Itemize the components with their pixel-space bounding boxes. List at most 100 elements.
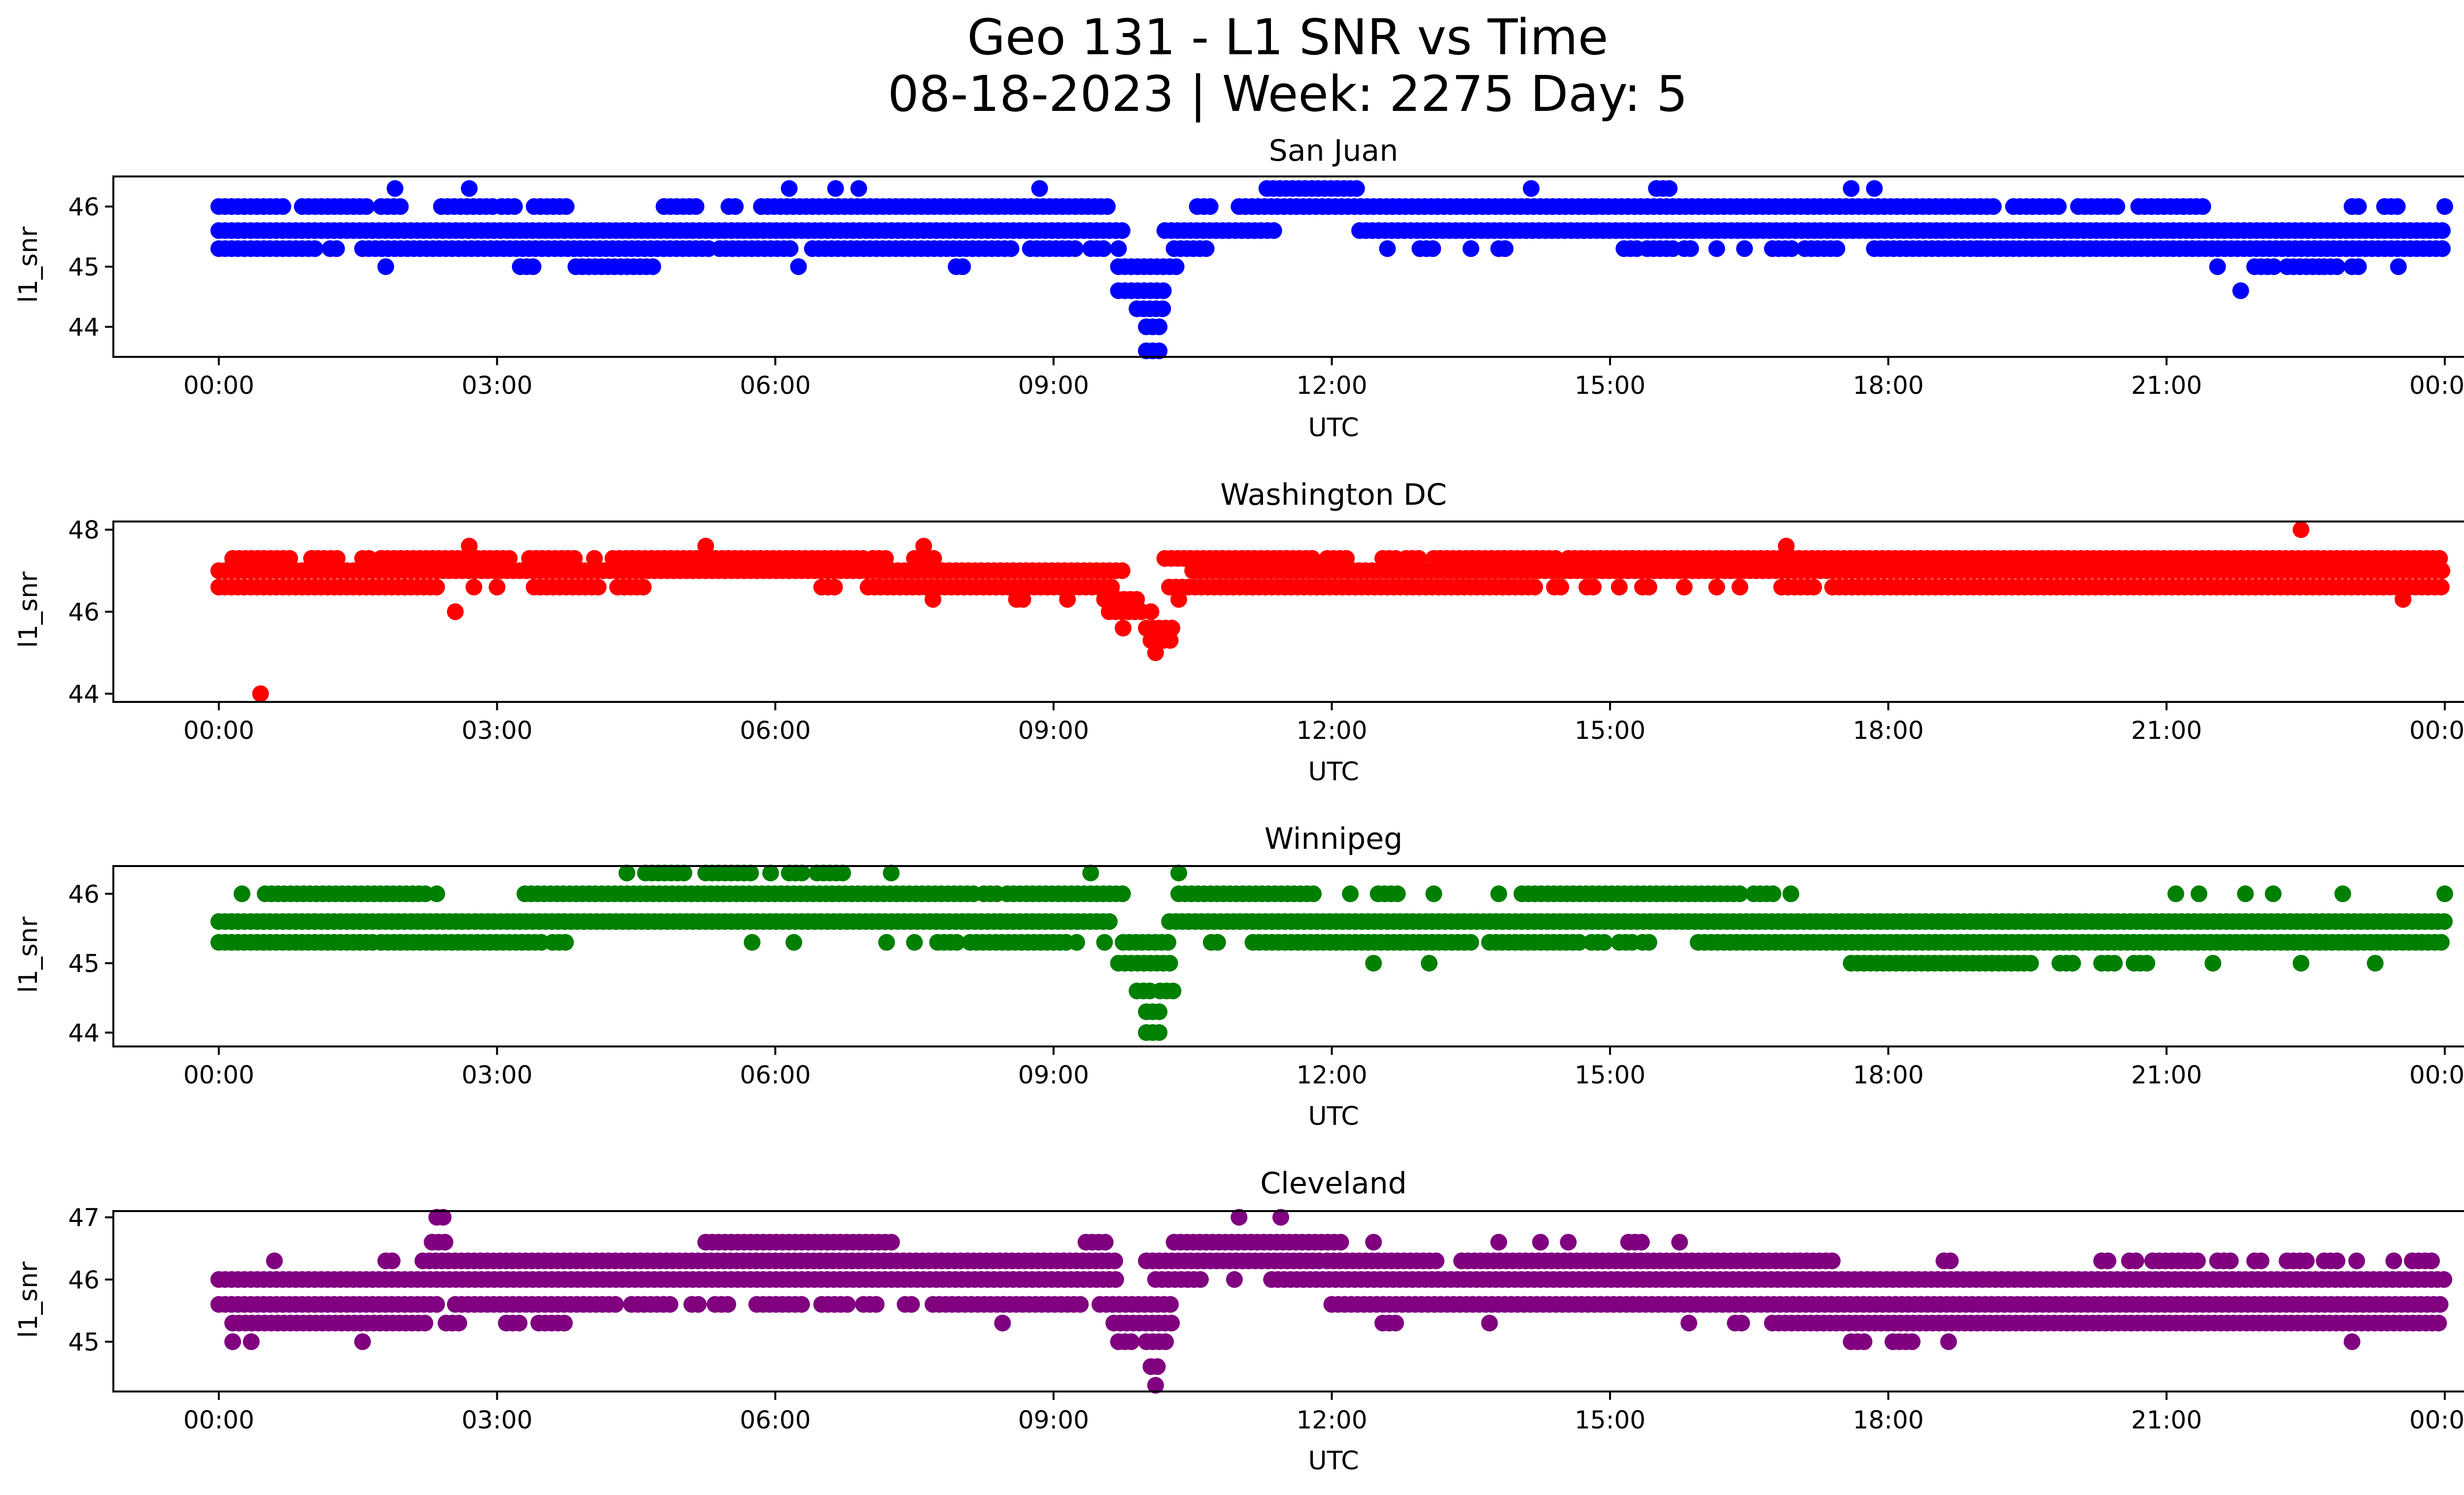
- data-point: [2204, 955, 2222, 972]
- x-tick-label: 00:00: [183, 716, 254, 745]
- scatter-points: [210, 865, 2453, 1041]
- data-point: [1424, 240, 1441, 257]
- data-point: [1490, 885, 1507, 903]
- data-point: [2350, 198, 2367, 215]
- y-tick-label: 45: [68, 253, 100, 281]
- data-point: [1425, 885, 1442, 903]
- data-point: [1523, 180, 1540, 197]
- data-point: [1481, 1315, 1498, 1332]
- data-point: [1066, 240, 1084, 257]
- data-point: [954, 258, 971, 275]
- data-point: [1163, 1315, 1180, 1332]
- x-tick-label: 15:00: [1574, 1406, 1645, 1434]
- data-point: [2395, 591, 2412, 608]
- data-point: [1571, 934, 1588, 951]
- x-tick-label: 03:00: [462, 1061, 533, 1089]
- data-point: [2022, 955, 2039, 972]
- data-point: [416, 1315, 434, 1332]
- data-point: [589, 579, 607, 596]
- data-point: [790, 258, 807, 275]
- y-tick-label: 46: [68, 1266, 100, 1294]
- data-point: [1209, 934, 1226, 951]
- data-point: [1114, 222, 1130, 239]
- scatter-points: [210, 180, 2453, 359]
- data-point: [2423, 1252, 2440, 1269]
- data-point: [2435, 1271, 2453, 1288]
- data-point: [1428, 1252, 1445, 1269]
- y-tick-label: 44: [68, 1019, 100, 1047]
- data-point: [1002, 240, 1020, 257]
- data-point: [1164, 982, 1182, 1000]
- data-point: [1682, 240, 1699, 257]
- data-point: [839, 1296, 856, 1313]
- data-point: [924, 591, 942, 608]
- data-point: [1764, 885, 1781, 903]
- data-point: [1170, 865, 1187, 882]
- panel-washington-dc: Washington DC l1_snr UTC 00:00 03:00 06:00…: [14, 478, 2464, 787]
- data-point: [1661, 180, 1678, 197]
- data-point: [1365, 1234, 1382, 1251]
- data-point: [1552, 579, 1570, 596]
- data-point: [428, 885, 445, 903]
- x-tick-label: 03:00: [462, 1406, 533, 1434]
- data-point: [1154, 300, 1171, 317]
- data-point: [556, 1315, 573, 1332]
- data-point: [1106, 1252, 1124, 1269]
- data-point: [1940, 1333, 1957, 1350]
- panel-cleveland: Cleveland l1_snr UTC 00:00 03:00 06:00 09:0…: [14, 1166, 2464, 1476]
- data-point: [1095, 240, 1112, 257]
- data-point: [2432, 579, 2450, 596]
- y-tick-label: 44: [68, 313, 100, 342]
- y-tick-label: 45: [68, 949, 100, 978]
- x-tick-label: 15:00: [1574, 716, 1645, 745]
- x-tick-label: 12:00: [1296, 371, 1367, 400]
- data-point: [1082, 865, 1099, 882]
- data-point: [742, 865, 759, 882]
- data-point: [1149, 1358, 1166, 1375]
- data-point: [1497, 240, 1514, 257]
- data-point: [994, 1315, 1011, 1332]
- x-tick-label: 15:00: [1574, 371, 1645, 400]
- data-point: [850, 180, 867, 197]
- y-tick-label: 46: [68, 193, 100, 221]
- data-point: [557, 198, 575, 215]
- data-point: [1151, 318, 1168, 335]
- data-point: [644, 258, 661, 275]
- data-point: [436, 1234, 453, 1251]
- data-point: [948, 934, 965, 951]
- data-point: [1265, 222, 1282, 239]
- data-point: [2334, 885, 2351, 903]
- data-point: [2348, 1252, 2365, 1269]
- data-point: [2431, 1296, 2449, 1313]
- data-point: [1633, 1234, 1650, 1251]
- data-point: [1160, 934, 1176, 951]
- data-point: [461, 537, 478, 555]
- data-point: [1155, 282, 1172, 299]
- x-tick-label: 09:00: [1018, 716, 1089, 745]
- data-point: [2167, 885, 2185, 903]
- data-point: [377, 258, 394, 275]
- data-point: [744, 934, 761, 951]
- data-point: [1072, 1296, 1089, 1313]
- data-point: [1348, 180, 1365, 197]
- data-point: [1151, 1024, 1168, 1041]
- x-tick-label: 15:00: [1574, 1061, 1645, 1089]
- data-point: [1782, 885, 1800, 903]
- data-point: [1736, 240, 1753, 257]
- data-point: [2106, 955, 2123, 972]
- data-point: [461, 180, 478, 197]
- x-tick-label: 00:00: [183, 1061, 254, 1089]
- data-point: [661, 1296, 679, 1313]
- data-point: [2328, 258, 2346, 275]
- data-point: [1778, 537, 1795, 555]
- data-point: [1532, 1234, 1549, 1251]
- data-point: [1147, 644, 1164, 661]
- x-tick-label: 21:00: [2131, 716, 2202, 745]
- x-axis-label: UTC: [1308, 1446, 1359, 1476]
- figure-title-line2: 08-18-2023 | Week: 2275 Day: 5: [888, 65, 1687, 123]
- data-point: [1904, 1333, 1921, 1350]
- data-point: [1596, 934, 1613, 951]
- x-tick-label: 00:00: [2409, 371, 2464, 400]
- data-point: [2433, 562, 2451, 579]
